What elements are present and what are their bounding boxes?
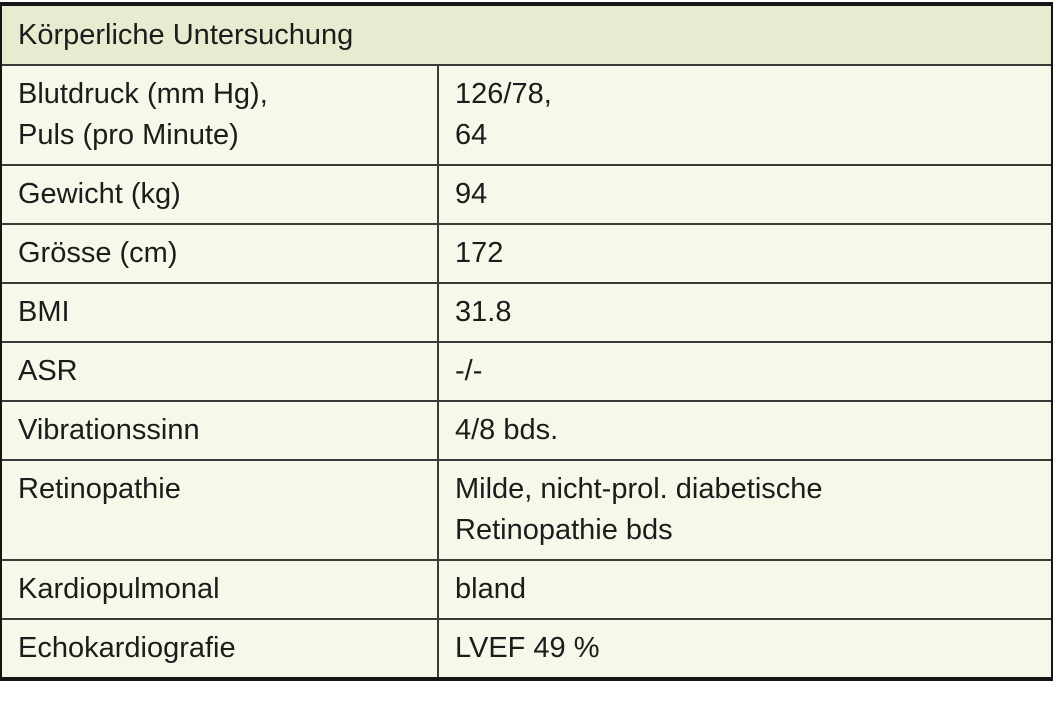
value-gewicht: 94: [455, 178, 488, 210]
value-bmi: 31.8: [455, 296, 512, 328]
table-title: Körperliche Untersuchung: [18, 19, 354, 51]
value-echokardiografie: LVEF 49 %: [455, 632, 600, 664]
row-kardiopulmonal: Kardiopulmonal bland: [2, 559, 1051, 618]
row-echokardiografie: Echokardiografie LVEF 49 %: [2, 618, 1051, 677]
label-echokardiografie: Echokardiografie: [2, 620, 439, 677]
label-kardiopulmonal: Kardiopulmonal: [2, 561, 439, 618]
value-blutdruck-puls: 126/78, 64: [455, 78, 552, 151]
physical-exam-table: Körperliche Untersuchung Blutdruck (mm H…: [0, 2, 1053, 681]
label-vibrationssinn: Vibrationssinn: [2, 402, 439, 459]
label-groesse: Grösse (cm): [2, 225, 439, 282]
label-bmi: BMI: [2, 284, 439, 341]
label-blutdruck-puls: Blutdruck (mm Hg), Puls (pro Minute): [2, 66, 439, 164]
row-bmi: BMI 31.8: [2, 282, 1051, 341]
table-header: Körperliche Untersuchung: [2, 6, 1051, 64]
value-kardiopulmonal: bland: [455, 573, 526, 605]
row-retinopathie: Retinopathie Milde, nicht-prol. diabetis…: [2, 459, 1051, 559]
row-vibrationssinn: Vibrationssinn 4/8 bds.: [2, 400, 1051, 459]
value-asr: -/-: [455, 355, 483, 387]
value-retinopathie: Milde, nicht-prol. diabetische Retinopat…: [455, 473, 823, 546]
value-vibrationssinn: 4/8 bds.: [455, 414, 559, 446]
label-retinopathie: Retinopathie: [2, 461, 439, 559]
row-gewicht: Gewicht (kg) 94: [2, 164, 1051, 223]
value-groesse: 172: [455, 237, 504, 269]
row-blutdruck-puls: Blutdruck (mm Hg), Puls (pro Minute) 126…: [2, 64, 1051, 164]
row-groesse: Grösse (cm) 172: [2, 223, 1051, 282]
label-asr: ASR: [2, 343, 439, 400]
label-gewicht: Gewicht (kg): [2, 166, 439, 223]
row-asr: ASR -/-: [2, 341, 1051, 400]
